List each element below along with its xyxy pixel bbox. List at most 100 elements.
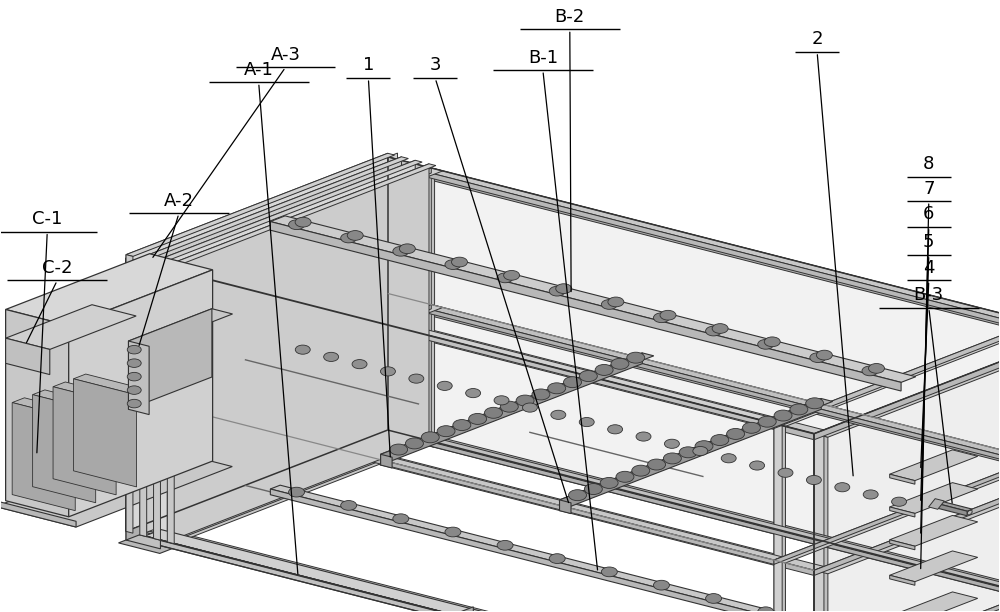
Circle shape — [341, 501, 357, 510]
Circle shape — [445, 259, 461, 269]
Circle shape — [380, 367, 395, 376]
Polygon shape — [814, 332, 1000, 612]
Polygon shape — [270, 222, 901, 391]
Polygon shape — [6, 310, 69, 517]
Polygon shape — [890, 540, 915, 550]
Circle shape — [564, 377, 582, 387]
Polygon shape — [73, 379, 137, 487]
Polygon shape — [140, 157, 401, 535]
Circle shape — [556, 284, 572, 294]
Polygon shape — [423, 171, 1000, 330]
Circle shape — [421, 432, 439, 443]
Polygon shape — [774, 458, 1000, 563]
Polygon shape — [6, 254, 213, 326]
Text: C-2: C-2 — [42, 259, 72, 277]
Circle shape — [409, 374, 424, 383]
Polygon shape — [378, 424, 1000, 603]
Text: A-3: A-3 — [271, 45, 301, 64]
Polygon shape — [453, 607, 473, 612]
Circle shape — [758, 340, 774, 349]
Polygon shape — [126, 391, 824, 570]
Circle shape — [295, 217, 311, 227]
Polygon shape — [126, 523, 146, 540]
Polygon shape — [774, 591, 1000, 612]
Polygon shape — [170, 437, 443, 541]
Polygon shape — [170, 266, 178, 542]
Circle shape — [727, 428, 745, 439]
Circle shape — [390, 444, 408, 455]
Circle shape — [393, 514, 409, 524]
Polygon shape — [167, 265, 174, 543]
Circle shape — [758, 416, 776, 427]
Polygon shape — [814, 600, 1000, 612]
Circle shape — [295, 345, 310, 354]
Circle shape — [810, 353, 826, 362]
Polygon shape — [423, 308, 1000, 466]
Circle shape — [549, 554, 565, 564]
Polygon shape — [53, 387, 116, 495]
Circle shape — [742, 422, 760, 433]
Circle shape — [721, 453, 736, 463]
Circle shape — [679, 447, 697, 458]
Circle shape — [516, 395, 534, 406]
Circle shape — [863, 490, 878, 499]
Polygon shape — [774, 322, 1000, 427]
Circle shape — [774, 410, 792, 421]
Polygon shape — [126, 531, 160, 549]
Polygon shape — [378, 428, 1000, 608]
Polygon shape — [378, 161, 1000, 342]
Circle shape — [632, 465, 650, 476]
Polygon shape — [890, 551, 978, 581]
Circle shape — [289, 487, 305, 497]
Polygon shape — [814, 332, 1000, 440]
Circle shape — [711, 435, 729, 446]
Polygon shape — [126, 293, 401, 398]
Circle shape — [393, 247, 409, 256]
Polygon shape — [126, 395, 814, 575]
Polygon shape — [170, 266, 782, 424]
Polygon shape — [154, 262, 160, 540]
Polygon shape — [126, 424, 388, 531]
Polygon shape — [423, 440, 1000, 599]
Polygon shape — [378, 157, 1000, 336]
Polygon shape — [423, 171, 435, 447]
Polygon shape — [890, 483, 978, 513]
Text: 1: 1 — [363, 56, 374, 75]
Polygon shape — [814, 469, 1000, 574]
Circle shape — [549, 286, 565, 296]
Circle shape — [706, 326, 722, 336]
Polygon shape — [154, 160, 422, 263]
Polygon shape — [119, 532, 187, 553]
Circle shape — [466, 389, 481, 398]
Circle shape — [693, 447, 708, 455]
Circle shape — [445, 527, 461, 537]
Circle shape — [522, 403, 537, 412]
Polygon shape — [814, 600, 1000, 612]
Polygon shape — [938, 502, 972, 511]
Circle shape — [663, 453, 681, 464]
Polygon shape — [0, 446, 232, 527]
Circle shape — [352, 360, 367, 368]
Circle shape — [405, 438, 423, 449]
Text: 3: 3 — [429, 56, 441, 75]
Circle shape — [712, 324, 728, 334]
Circle shape — [579, 417, 594, 427]
Text: B-1: B-1 — [528, 48, 558, 67]
Circle shape — [485, 408, 502, 418]
Text: 8: 8 — [923, 155, 934, 173]
Polygon shape — [814, 430, 824, 612]
Circle shape — [551, 410, 566, 419]
Polygon shape — [774, 458, 1000, 564]
Circle shape — [497, 540, 513, 550]
Circle shape — [289, 220, 305, 230]
Circle shape — [750, 461, 765, 470]
Polygon shape — [128, 308, 233, 346]
Polygon shape — [423, 168, 1000, 325]
Circle shape — [399, 244, 415, 253]
Circle shape — [469, 414, 487, 424]
Circle shape — [806, 398, 824, 409]
Polygon shape — [0, 501, 76, 527]
Polygon shape — [560, 500, 571, 513]
Polygon shape — [128, 308, 212, 409]
Circle shape — [627, 352, 645, 363]
